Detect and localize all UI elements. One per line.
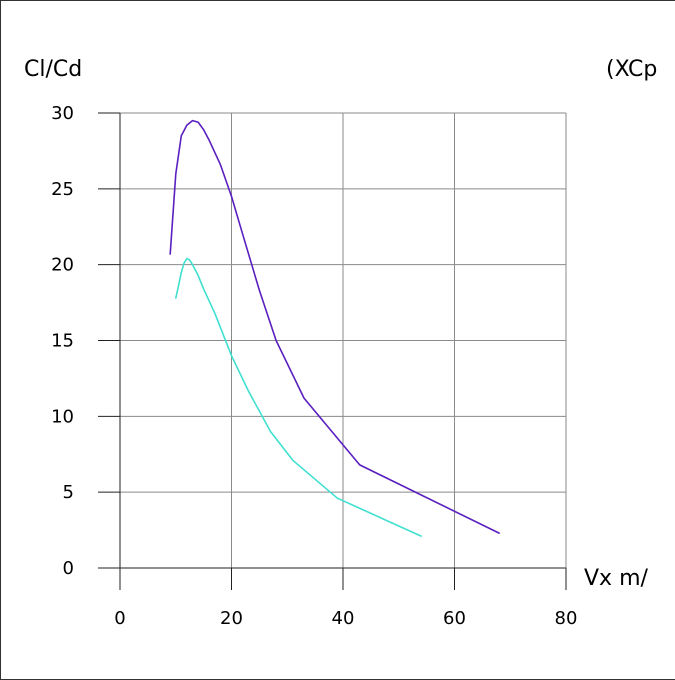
x-tick-label: 80 (555, 608, 578, 629)
series-layer (169, 119, 500, 537)
y-tick-label: 0 (63, 558, 74, 579)
top-right-label: (XCp (606, 57, 657, 82)
y-tick-label: 5 (63, 482, 74, 503)
y-tick-label: 20 (51, 255, 74, 276)
y-tick-label: 30 (51, 103, 74, 124)
x-tick-label: 0 (114, 608, 125, 629)
series-line-2 (175, 257, 422, 537)
tick-labels: 0 5 10 15 20 25 30 0 20 40 60 80 (51, 103, 577, 629)
y-tick-label: 15 (51, 331, 74, 352)
x-tick-label: 20 (220, 608, 243, 629)
x-tick-label: 60 (443, 608, 466, 629)
y-tick-label: 25 (51, 179, 74, 200)
x-tick-label: 40 (332, 608, 355, 629)
x-axis-label: Vx m/ (584, 566, 648, 591)
series-line-1 (169, 119, 500, 534)
grid-layer (120, 112, 567, 568)
y-axis-label: Cl/Cd (24, 57, 82, 82)
y-tick-label: 10 (51, 406, 74, 427)
axis-layer (98, 112, 567, 590)
